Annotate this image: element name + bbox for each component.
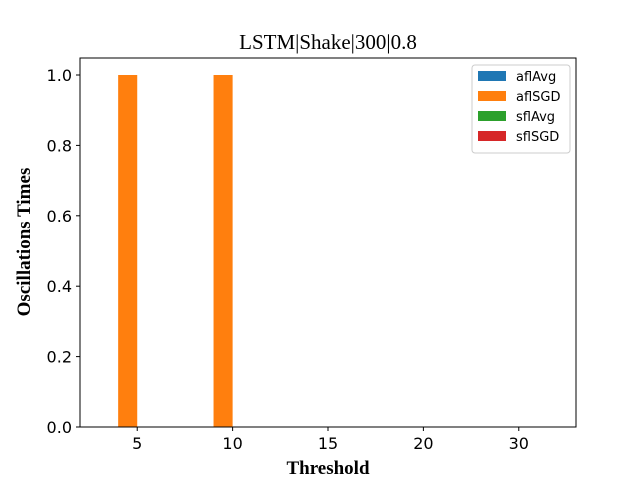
x-tick-label: 10 — [222, 434, 242, 453]
legend-swatch-aflAvg — [478, 71, 506, 81]
legend-label-sflAvg: sflAvg — [516, 110, 555, 125]
y-axis: 0.0 0.2 0.4 0.6 0.8 1.0 — [47, 66, 80, 437]
x-tick-label: 5 — [132, 434, 142, 453]
legend-swatch-sflSGD — [478, 131, 506, 141]
y-tick-label: 0.6 — [47, 207, 72, 226]
legend-swatch-aflSGD — [478, 91, 506, 101]
legend-label-sflSGD: sflSGD — [516, 130, 559, 145]
x-axis: 5 10 15 20 30 — [132, 427, 529, 453]
bar-aflSGD-5 — [118, 75, 138, 427]
y-tick-label: 1.0 — [47, 66, 72, 85]
legend-swatch-sflAvg — [478, 111, 506, 121]
y-tick-label: 0.2 — [47, 348, 72, 367]
y-tick-label: 0.0 — [47, 418, 72, 437]
x-tick-label: 20 — [413, 434, 433, 453]
x-tick-label: 15 — [318, 434, 338, 453]
chart-title: LSTM|Shake|300|0.8 — [239, 30, 417, 54]
x-axis-label: Threshold — [286, 458, 370, 479]
y-axis-label: Oscillations Times — [14, 168, 35, 317]
bars — [118, 75, 233, 427]
legend-label-aflAvg: aflAvg — [516, 70, 556, 85]
bar-aflSGD-10 — [213, 75, 233, 427]
y-tick-label: 0.4 — [47, 277, 72, 296]
x-tick-label: 30 — [509, 434, 529, 453]
legend: aflAvg aflSGD sflAvg sflSGD — [471, 64, 571, 154]
y-tick-label: 0.8 — [47, 136, 72, 155]
legend-label-aflSGD: aflSGD — [516, 90, 561, 105]
